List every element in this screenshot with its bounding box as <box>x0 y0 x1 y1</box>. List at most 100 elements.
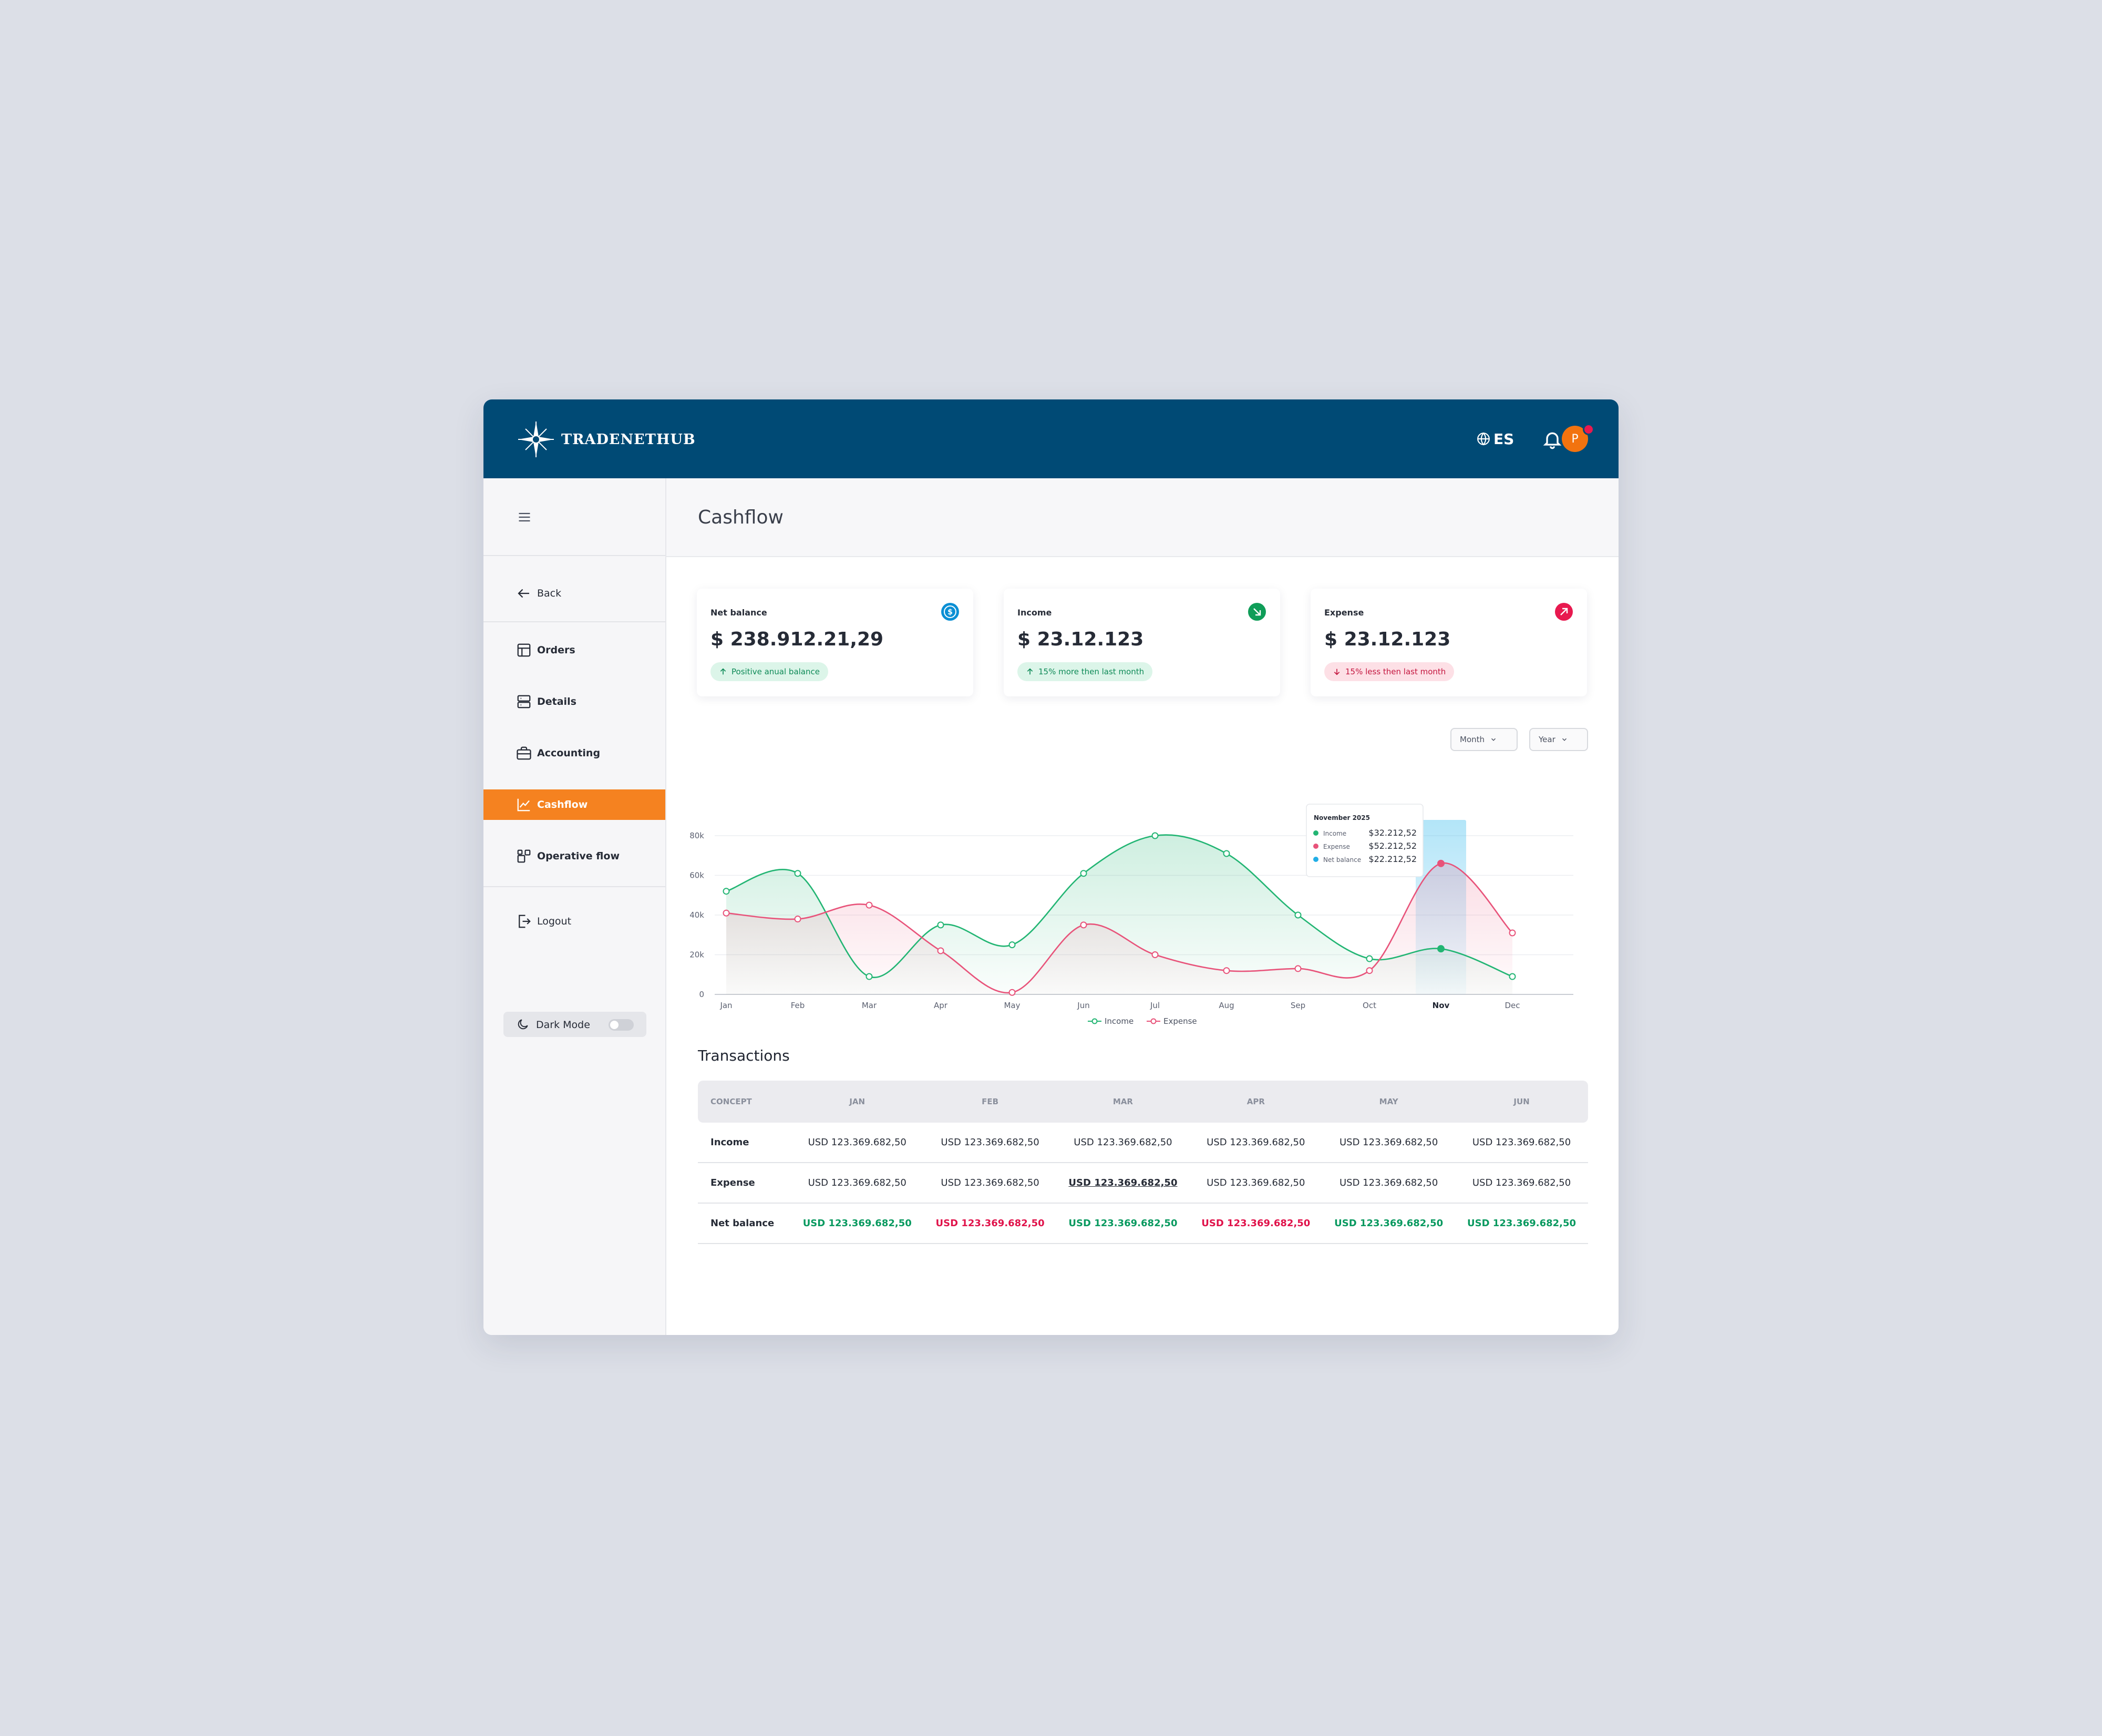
card-title: Income <box>1017 608 1052 618</box>
x-tick-label: Jun <box>1077 1001 1089 1010</box>
sidebar-item-label: Logout <box>537 916 572 927</box>
avatar-initial: P <box>1571 432 1579 446</box>
column-header: MAR <box>1056 1081 1190 1123</box>
language-code: ES <box>1493 430 1514 448</box>
data-point <box>794 916 801 923</box>
legend-marker <box>1091 1018 1098 1024</box>
tooltip-label: Income <box>1323 830 1346 837</box>
server-icon <box>517 695 531 708</box>
dark-mode-toggle[interactable]: Dark Mode <box>503 1012 646 1037</box>
column-header: JAN <box>790 1081 924 1123</box>
tooltip-label: Expense <box>1323 843 1350 850</box>
column-header: CONCEPT <box>698 1081 791 1123</box>
table-cell: USD 123.369.682,50 <box>1455 1123 1588 1163</box>
year-select-value: Year <box>1539 735 1555 744</box>
sidebar-item-cashflow[interactable]: Cashflow <box>483 789 665 820</box>
card-title: Expense <box>1324 608 1364 618</box>
data-point <box>1294 965 1302 972</box>
data-point <box>937 921 944 929</box>
table-header-row: CONCEPT JAN FEB MAR APR MAY JUN <box>698 1081 1588 1123</box>
data-point <box>1151 832 1159 839</box>
table-cell-link[interactable]: USD 123.369.682,50 <box>1056 1163 1190 1204</box>
tooltip-dot <box>1313 844 1318 849</box>
data-point <box>1223 967 1230 974</box>
badge-text: 15% more then last month <box>1038 667 1145 676</box>
sidebar: Back Orders Details Accounting <box>483 478 666 1335</box>
sidebar-item-operative-flow[interactable]: Operative flow <box>483 841 665 871</box>
x-tick-label: Dec <box>1505 1001 1520 1010</box>
sidebar-item-accounting[interactable]: Accounting <box>483 738 665 768</box>
table-row: Expense USD 123.369.682,50 USD 123.369.6… <box>698 1163 1588 1204</box>
top-bar: TRADENETHUB ES P <box>483 399 1619 478</box>
data-point <box>1080 870 1087 877</box>
data-point <box>865 901 873 909</box>
table-cell: USD 123.369.682,50 <box>790 1123 924 1163</box>
table-cell-positive: USD 123.369.682,50 <box>1056 1203 1190 1244</box>
month-select[interactable]: Month <box>1450 728 1518 751</box>
table-cell: USD 123.369.682,50 <box>1189 1163 1323 1204</box>
sidebar-item-back[interactable]: Back <box>483 578 665 609</box>
tooltip-dot <box>1313 830 1318 836</box>
bell-icon[interactable] <box>1542 429 1563 450</box>
series-area-expense <box>726 863 1512 994</box>
data-point <box>937 947 944 954</box>
data-point <box>794 870 801 877</box>
status-badge: 15% less then last month <box>1324 662 1455 681</box>
table-cell-negative: USD 123.369.682,50 <box>1189 1203 1323 1244</box>
table-row: Net balance USD 123.369.682,50 USD 123.3… <box>698 1203 1588 1244</box>
card-value: $ 238.912.21,29 <box>710 629 884 650</box>
brand-name: TRADENETHUB <box>561 431 696 448</box>
sidebar-item-logout[interactable]: Logout <box>483 906 665 937</box>
logout-icon <box>519 915 531 928</box>
table-cell: USD 123.369.682,50 <box>1189 1123 1323 1163</box>
dollar-icon: $ <box>941 603 959 621</box>
tooltip-value: $22.212,52 <box>1368 854 1417 864</box>
legend-marker <box>1150 1018 1157 1024</box>
arrow-down-right-icon <box>1248 603 1266 621</box>
compass-logo-icon <box>518 422 554 457</box>
arrow-up-right-icon <box>1555 603 1573 621</box>
x-tick-label: Oct <box>1363 1001 1376 1010</box>
column-header: FEB <box>923 1081 1057 1123</box>
table-cell: USD 123.369.682,50 <box>1322 1123 1456 1163</box>
sidebar-item-orders[interactable]: Orders <box>483 635 665 665</box>
arrow-down-icon <box>1334 669 1340 675</box>
language-selector[interactable]: ES <box>1477 428 1514 450</box>
y-tick-label: 60k <box>689 871 704 880</box>
data-point <box>1437 859 1445 867</box>
month-select-value: Month <box>1460 735 1485 744</box>
sidebar-item-label: Back <box>537 588 562 599</box>
moon-icon <box>518 1019 528 1030</box>
chevron-down-icon <box>1491 738 1496 741</box>
data-point <box>1008 941 1016 949</box>
dark-mode-switch[interactable] <box>609 1019 634 1031</box>
table-cell-positive: USD 123.369.682,50 <box>790 1203 924 1244</box>
svg-text:$: $ <box>947 608 953 617</box>
y-tick-label: 40k <box>689 910 704 920</box>
y-tick-label: 80k <box>689 831 704 840</box>
table-cell: USD 123.369.682,50 <box>1455 1163 1588 1204</box>
sidebar-item-label: Accounting <box>537 747 601 759</box>
notification-dot <box>1583 424 1594 435</box>
year-select[interactable]: Year <box>1529 728 1588 751</box>
data-point <box>1223 850 1230 857</box>
arrow-up-icon <box>1027 668 1033 675</box>
cashflow-chart[interactable]: 0 20k 40k 60k 80k Jan Feb Mar Apr May Jun Jul Aug Se… <box>683 767 1592 1051</box>
brand-logo[interactable]: TRADENETHUB <box>515 418 696 460</box>
tooltip-dot <box>1313 857 1318 862</box>
briefcase-icon <box>517 746 531 760</box>
data-point <box>1008 989 1016 996</box>
arrow-left-icon <box>518 589 529 598</box>
expense-card: Expense $ 23.12.123 15% less then last m… <box>1311 589 1587 696</box>
sidebar-item-details[interactable]: Details <box>483 686 665 717</box>
row-concept: Net balance <box>698 1203 791 1244</box>
x-tick-label: May <box>1004 1001 1020 1010</box>
sidebar-item-label: Cashflow <box>537 799 588 810</box>
badge-text: 15% less then last month <box>1345 667 1446 676</box>
chevron-down-icon <box>1562 738 1567 741</box>
x-tick-label: Nov <box>1433 1001 1450 1010</box>
tooltip-label: Net balance <box>1323 856 1361 864</box>
tooltip-box <box>1306 804 1424 877</box>
hamburger-menu-icon[interactable] <box>517 510 532 525</box>
transactions-title: Transactions <box>698 1047 790 1064</box>
